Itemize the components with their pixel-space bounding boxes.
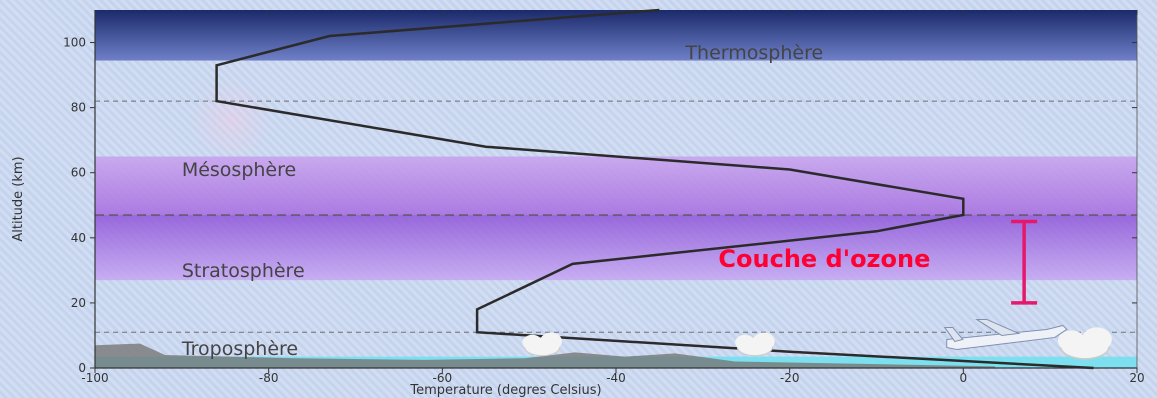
- y-tick-label: 80: [71, 101, 86, 115]
- y-tick-label: 60: [71, 166, 86, 180]
- ozone-annotation: Couche d'ozone: [718, 219, 1038, 305]
- x-axis-title: Temperature (degres Celsius): [409, 383, 601, 398]
- stratosphere-band: [95, 215, 1137, 281]
- cloud-icon: [522, 332, 562, 357]
- layer-label: Thermosphère: [684, 42, 823, 64]
- mountains: [95, 343, 995, 368]
- layer-label: Stratosphère: [182, 260, 305, 282]
- x-tick-label: 0: [960, 371, 968, 385]
- temperature-profile: [215, 8, 1094, 370]
- x-tick-label: -100: [81, 371, 108, 385]
- y-tick-label: 40: [71, 231, 86, 245]
- x-tick-label: -80: [259, 371, 279, 385]
- cloud-icon: [1057, 327, 1112, 360]
- atmosphere-bands: [95, 10, 1137, 281]
- ozone-label: Couche d'ozone: [718, 245, 930, 273]
- cloud-puff: [752, 332, 775, 351]
- airplane-wing: [975, 318, 1021, 336]
- ground-layer: [95, 343, 1137, 368]
- airplane-tail: [943, 326, 964, 343]
- x-tick-label: -40: [606, 371, 626, 385]
- y-tick-label: 0: [78, 361, 86, 375]
- x-tick-label: 20: [1129, 371, 1144, 385]
- cloud-puff: [1057, 330, 1085, 352]
- y-axis-title: Altitude (km): [11, 156, 26, 241]
- cloud-puff: [735, 334, 755, 351]
- y-tick-label: 20: [71, 296, 86, 310]
- axes: 0 20 40 60 80 100 -100 -80 -60 -40 -20 0 20: [63, 10, 1145, 385]
- airplane-body: [946, 324, 1068, 350]
- cloud-puff: [522, 334, 543, 351]
- x-tick-label: -60: [433, 371, 453, 385]
- x-tick-label: -20: [780, 371, 800, 385]
- layer-label: Troposphère: [181, 338, 298, 360]
- cloud-icon: [735, 332, 775, 357]
- layer-label: Mésosphère: [182, 159, 296, 181]
- cloud-puff: [539, 332, 562, 351]
- temperature-curve: [215, 8, 1094, 370]
- layer-labels: Thermosphère Mésosphère Stratosphère Tropos…: [181, 42, 823, 360]
- airplane-icon: [943, 318, 1068, 350]
- decorations: [522, 318, 1112, 360]
- thermosphere-top-band: [95, 10, 1137, 61]
- cloud-puff: [1081, 327, 1112, 352]
- y-tick-label: 100: [63, 36, 86, 50]
